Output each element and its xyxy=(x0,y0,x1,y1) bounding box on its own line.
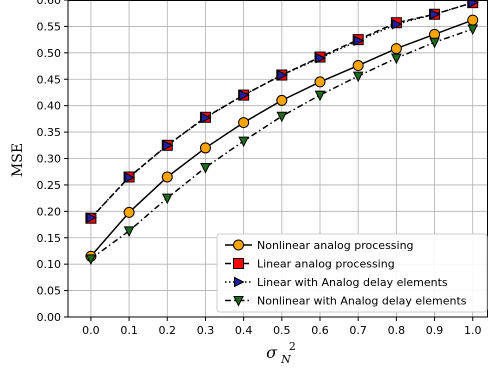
x-axis-label: σ N 2 xyxy=(266,340,296,367)
data-point xyxy=(124,172,136,183)
data-point xyxy=(391,53,402,65)
y-tick-label: 0.60 xyxy=(37,0,62,7)
legend-label: Linear with Analog delay elements xyxy=(257,276,448,289)
x-tick-label: 0.3 xyxy=(197,324,215,337)
x-tick-label: 0.5 xyxy=(273,324,291,337)
data-point xyxy=(123,226,135,237)
data-point xyxy=(430,8,441,20)
data-point xyxy=(85,254,97,266)
x-tick-label: 1.0 xyxy=(464,324,482,337)
data-point xyxy=(276,94,288,106)
x-tick-label: 0.6 xyxy=(311,324,329,337)
data-point xyxy=(314,76,326,88)
data-point xyxy=(467,24,479,36)
y-tick-label: 0.25 xyxy=(37,179,62,192)
data-point xyxy=(467,14,479,26)
legend-marker xyxy=(234,276,245,288)
data-point xyxy=(277,69,288,81)
x-tick-label: 0.4 xyxy=(235,324,253,337)
data-point xyxy=(199,142,211,154)
data-point xyxy=(314,90,326,102)
x-tick-label: 0.7 xyxy=(349,324,367,337)
data-point xyxy=(352,71,364,83)
y-tick-label: 0.35 xyxy=(37,126,62,139)
x-axis-label-sup: 2 xyxy=(289,340,296,353)
y-tick-label: 0.40 xyxy=(37,100,62,113)
series-layer xyxy=(85,0,479,266)
legend-box xyxy=(216,233,488,313)
data-point xyxy=(162,139,174,151)
x-tick-label: 0.8 xyxy=(388,324,406,337)
y-tick-label: 0.15 xyxy=(37,232,62,245)
y-tick-label: 0.30 xyxy=(37,153,62,166)
y-tick-label: 0.20 xyxy=(37,205,62,218)
x-tick-label: 0.0 xyxy=(82,324,100,337)
series-0 xyxy=(85,14,479,262)
data-point xyxy=(161,193,173,205)
data-point xyxy=(352,60,364,72)
x-axis-label-main: σ xyxy=(266,343,278,362)
data-point xyxy=(276,111,288,123)
data-point xyxy=(390,43,402,55)
legend: Nonlinear analog processing Linear analog… xyxy=(216,233,488,313)
data-point xyxy=(238,117,250,129)
data-point xyxy=(200,112,212,124)
legend-marker xyxy=(233,296,244,307)
legend-marker xyxy=(233,258,244,269)
series-line xyxy=(90,1,473,219)
y-tick-label: 0.50 xyxy=(37,47,62,60)
y-tick-label: 0.10 xyxy=(37,258,62,271)
ticks: 0.00 0.05 0.10 0.15 0.20 0.25 0.30 0.35 0.40 0.45… xyxy=(37,0,482,337)
y-axis-label: MSE xyxy=(10,143,26,177)
x-axis-label-sub: N xyxy=(280,353,291,366)
data-point xyxy=(391,18,403,30)
y-tick-label: 0.45 xyxy=(37,73,62,86)
data-point xyxy=(239,89,250,101)
data-point xyxy=(353,35,365,46)
x-tick-label: 0.1 xyxy=(120,324,138,337)
y-tick-label: 0.05 xyxy=(37,285,62,298)
data-point xyxy=(123,206,135,218)
series-2 xyxy=(86,0,479,223)
data-point xyxy=(315,52,327,64)
legend-label: Nonlinear with Analog delay elements xyxy=(257,295,467,308)
x-tick-label: 0.2 xyxy=(159,324,177,337)
legend-marker xyxy=(233,239,244,251)
y-tick-label: 0.00 xyxy=(37,311,62,324)
data-point xyxy=(200,162,211,174)
legend-label: Nonlinear analog processing xyxy=(257,239,414,252)
x-tick-label: 0.9 xyxy=(426,324,444,337)
data-point xyxy=(238,136,249,148)
data-point xyxy=(86,212,98,223)
data-point xyxy=(429,37,440,49)
legend-label: Linear analog processing xyxy=(257,258,395,271)
series-3 xyxy=(85,24,479,266)
data-point xyxy=(161,171,173,183)
series-line xyxy=(90,1,473,219)
y-tick-label: 0.55 xyxy=(37,20,62,33)
